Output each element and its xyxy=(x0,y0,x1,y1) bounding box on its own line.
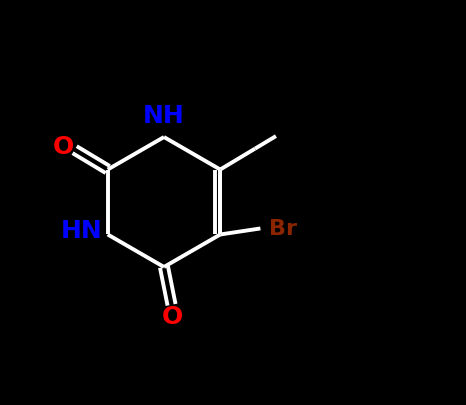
Text: O: O xyxy=(161,305,183,328)
Text: Br: Br xyxy=(269,219,297,239)
Text: HN: HN xyxy=(61,219,102,243)
Text: NH: NH xyxy=(143,103,185,128)
Text: O: O xyxy=(53,135,74,159)
